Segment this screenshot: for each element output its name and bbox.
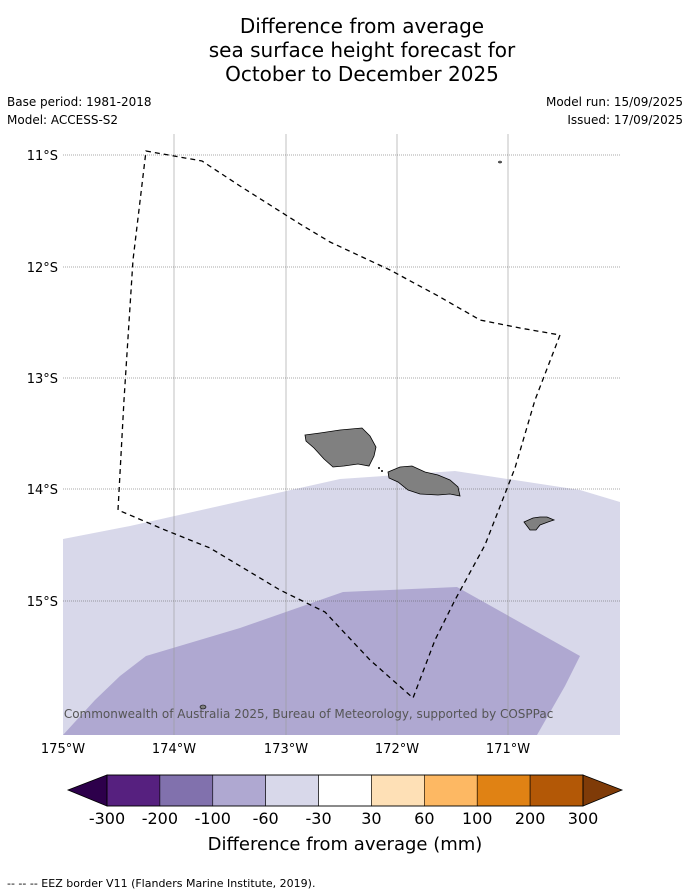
colorbar: -300 -200 -100 -60 -30 30 60 100 200 300 Differen…: [66, 774, 624, 855]
lon-label: 171°W: [486, 742, 530, 757]
colorbar-segment: [159, 774, 214, 807]
colorbar-segment: [318, 774, 372, 807]
small-islet-north: [498, 160, 502, 164]
colorbar-segment: [106, 774, 161, 807]
colorbar-segment: [371, 774, 425, 807]
anomaly-band-minus60-to-minus100: [63, 587, 580, 735]
base-period: Base period: 1981-2018: [7, 95, 152, 109]
lon-label: 172°W: [375, 742, 419, 757]
colorbar-segment: [424, 774, 478, 807]
small-islet-south: [199, 704, 207, 710]
upolu-island: [387, 465, 461, 497]
colorbar-segment: [529, 774, 584, 807]
tutuila-island: [523, 516, 556, 531]
colorbar-tick-label: 200: [515, 809, 546, 828]
colorbar-tick-label: 100: [462, 809, 493, 828]
colorbar-segment: [265, 774, 319, 807]
lat-label: 12°S: [27, 261, 58, 276]
colorbar-tick-label: -100: [195, 809, 231, 828]
lat-label: 15°S: [27, 595, 58, 610]
longitude-gridlines: [173, 134, 509, 735]
latitude-gridlines: [63, 154, 620, 602]
colorbar-title: Difference from average (mm): [208, 834, 483, 855]
lat-label: 13°S: [27, 372, 58, 387]
colorbar-extend-low: [66, 774, 108, 807]
lon-label: 173°W: [264, 742, 308, 757]
lat-label: 11°S: [27, 149, 58, 164]
colorbar-tick-label: 300: [568, 809, 599, 828]
colorbar-tick-label: 60: [414, 809, 434, 828]
colorbar-tick-label: -200: [142, 809, 178, 828]
colorbar-tick-label: -300: [89, 809, 125, 828]
map-title: Difference from average sea surface heig…: [0, 14, 690, 86]
small-islet-apolima: [378, 467, 380, 469]
lon-label: 175°W: [41, 742, 85, 757]
small-islet-manono: [381, 470, 383, 472]
eez-footnote: -- -- -- EEZ border V11 (Flanders Marine…: [7, 877, 316, 890]
title-line-3: October to December 2025: [225, 62, 499, 86]
colorbar-tick-label: -60: [253, 809, 279, 828]
savaii-island: [304, 427, 377, 468]
title-line-1: Difference from average: [239, 14, 485, 38]
model-run: Model run: 15/09/2025: [545, 95, 683, 109]
colorbar-tick-label: 30: [361, 809, 381, 828]
colorbar-segment: [212, 774, 266, 807]
lat-label: 14°S: [27, 483, 58, 498]
colorbar-extend-high: [582, 774, 624, 807]
latitude-labels: 11°S 12°S 13°S 14°S 15°S: [27, 149, 58, 610]
eez-border: [117, 150, 561, 700]
copyright-notice: © Commonwealth of Australia 2025, Bureau…: [48, 707, 553, 721]
model-name: Model: ACCESS-S2: [7, 113, 119, 127]
colorbar-segment: [476, 774, 531, 807]
lon-label: 174°W: [152, 742, 196, 757]
issued-date: Issued: 17/09/2025: [567, 113, 683, 127]
colorbar-tick-label: -30: [305, 809, 331, 828]
title-line-2: sea surface height forecast for: [208, 38, 516, 62]
longitude-labels: 175°W 174°W 173°W 172°W 171°W: [41, 742, 530, 757]
map-area: © Commonwealth of Australia 2025, Bureau…: [48, 134, 620, 735]
